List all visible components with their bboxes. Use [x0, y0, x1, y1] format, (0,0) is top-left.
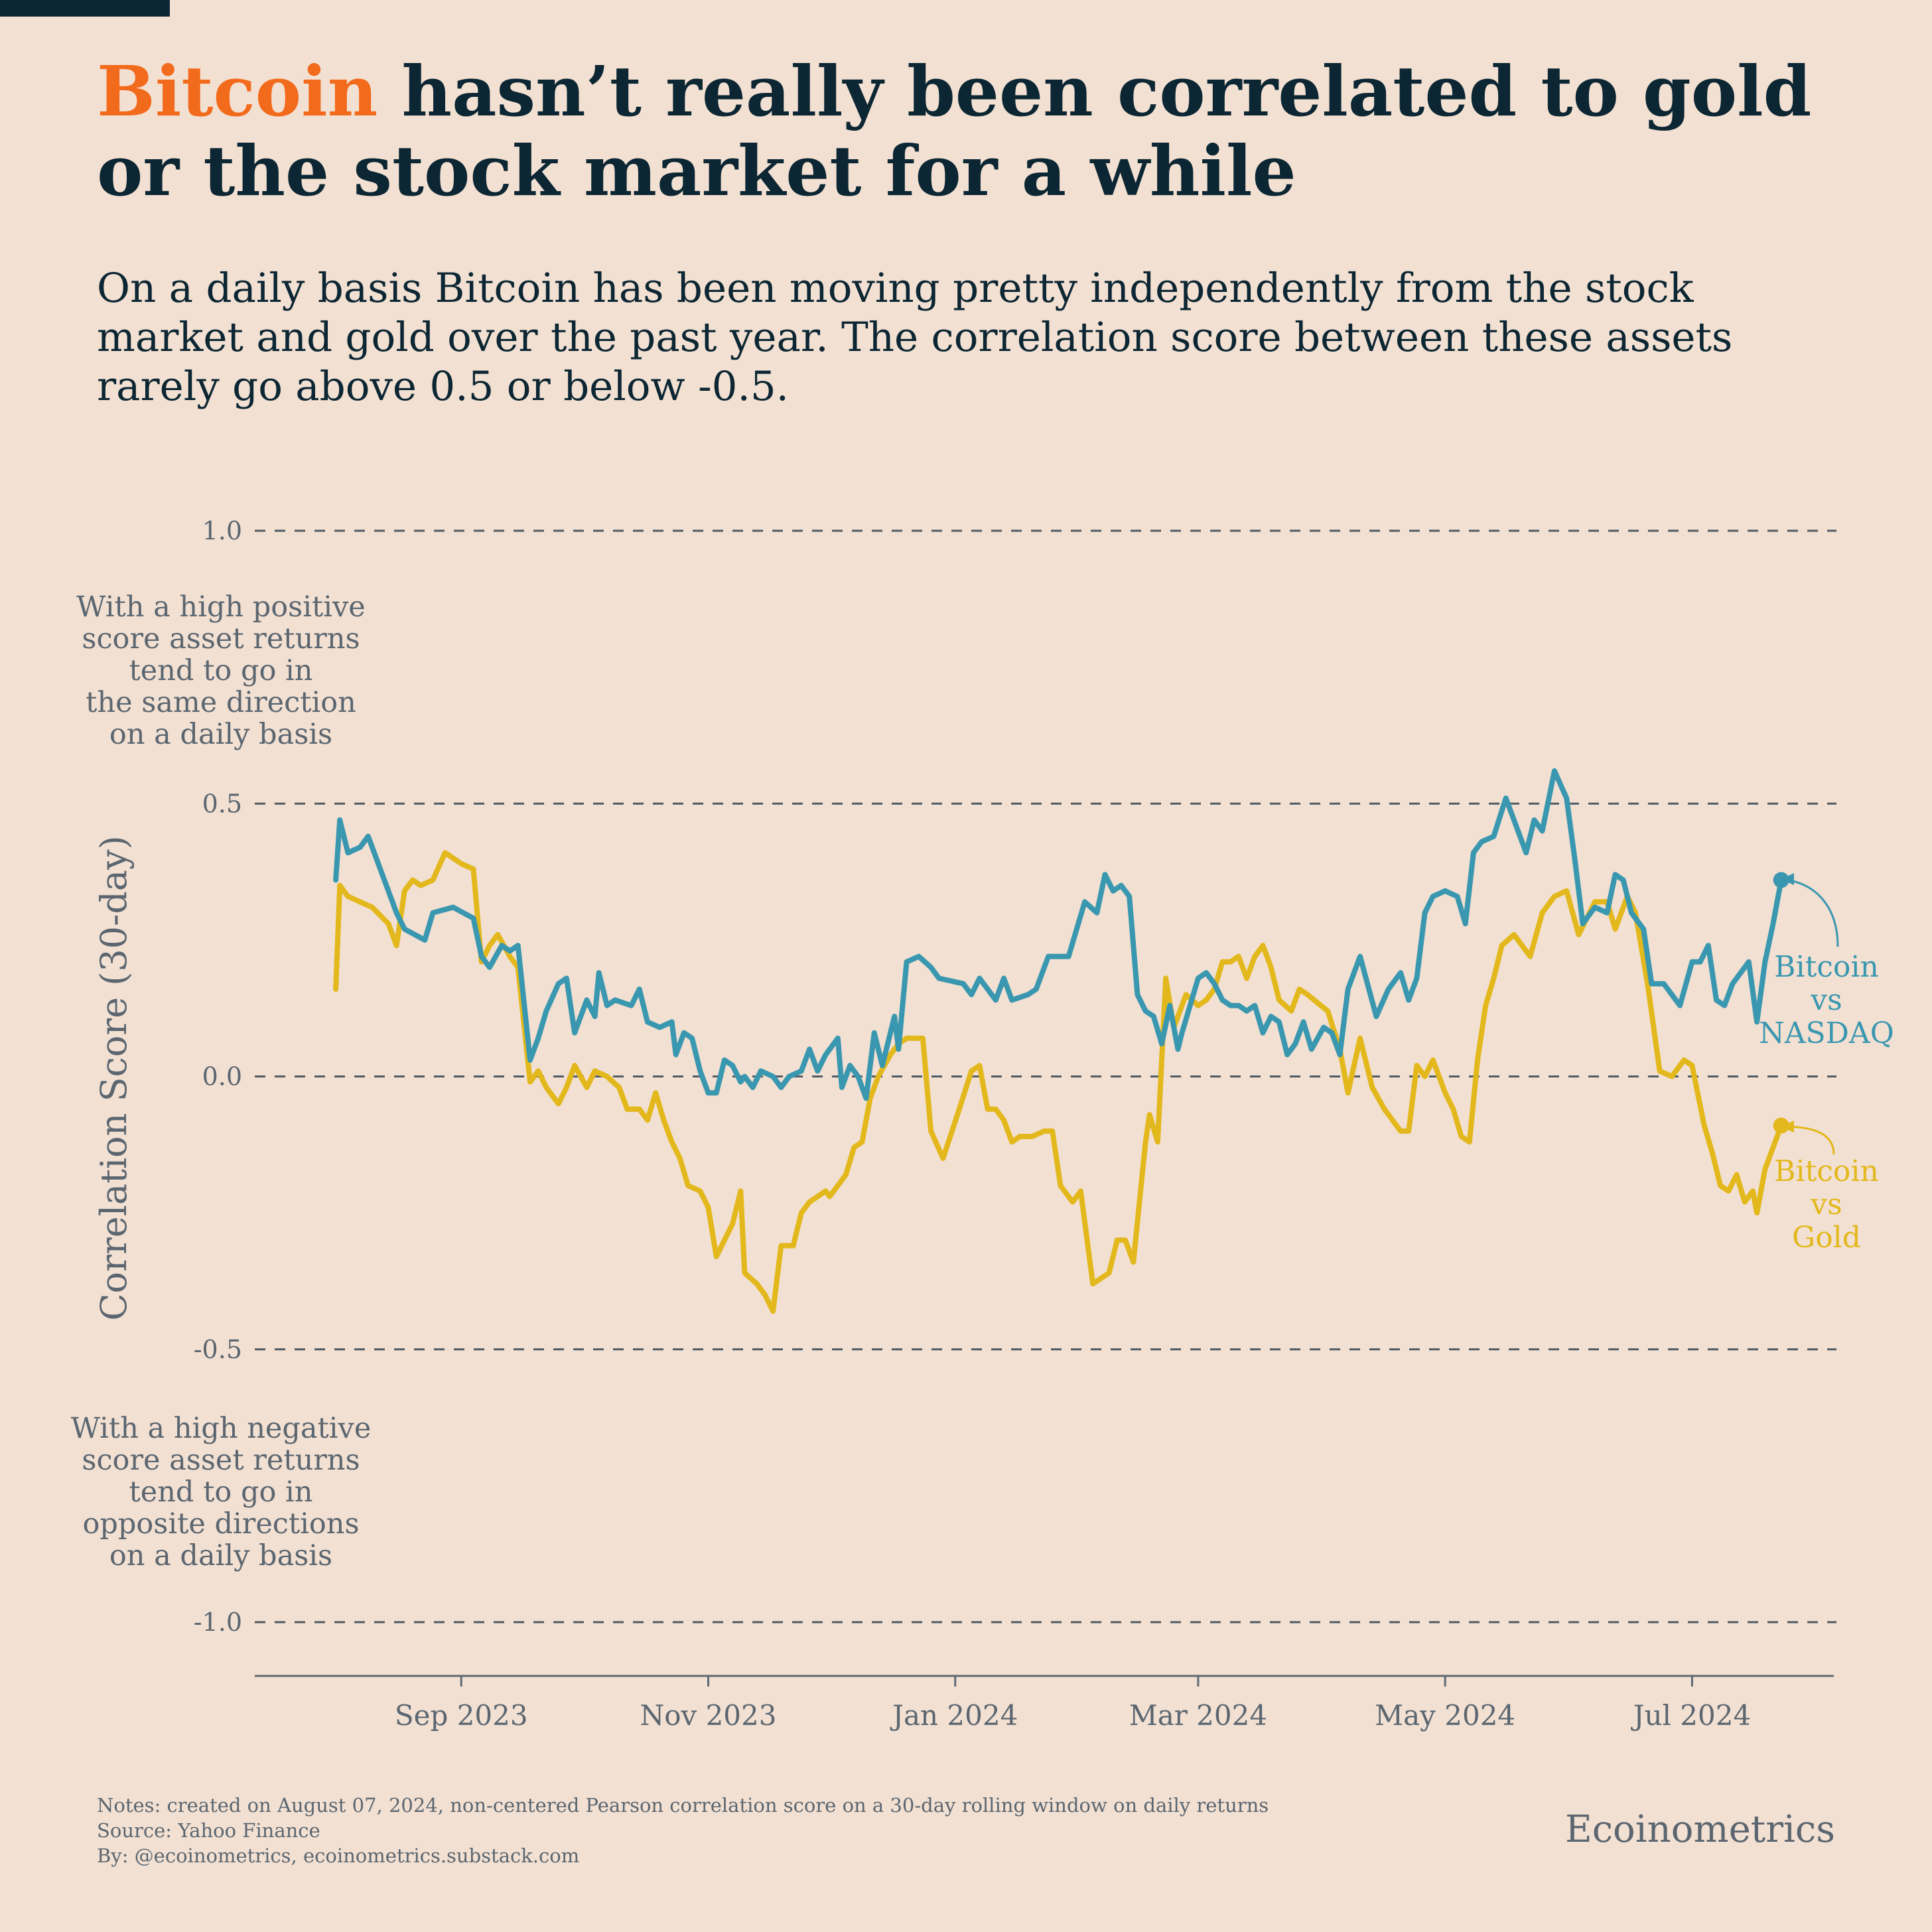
label-arrow: [1780, 1125, 1835, 1155]
annotation-line: the same direction: [86, 686, 356, 719]
annotation-line: tend to go in: [129, 1476, 313, 1509]
y-tick-labels: 1.0 0.5 0.0 -0.5 -1.0: [194, 516, 242, 1637]
series-label-line: Gold: [1792, 1221, 1861, 1255]
annotation-line: score asset returns: [82, 1444, 360, 1477]
chart-title: Bitcoin hasn’t really been correlated to…: [97, 52, 1875, 211]
byline: By: @ecoinometrics, ecoinometrics.substa…: [97, 1844, 580, 1867]
y-tick-label: -1.0: [194, 1608, 242, 1637]
x-tick-label: Mar 2024: [1129, 1699, 1267, 1732]
annotation-line: on a daily basis: [109, 1539, 332, 1572]
y-axis-label: Correlation Score (30-day): [93, 835, 135, 1320]
title-rest: hasn’t really been correlated to gold or…: [97, 50, 1812, 212]
label-arrow-head: [1781, 1121, 1794, 1133]
annotation-line: With a high negative: [71, 1412, 372, 1445]
y-tick-label: 1.0: [202, 516, 242, 545]
corner-accent-bar: [0, 0, 170, 17]
y-tick-label: -0.5: [194, 1335, 242, 1364]
series-label-line: Bitcoin: [1774, 1154, 1879, 1188]
title-accent: Bitcoin: [97, 50, 378, 132]
annotation-line: opposite directions: [82, 1507, 359, 1541]
x-tick-label: Sep 2023: [395, 1699, 528, 1732]
y-tick-label: 0.0: [202, 1062, 242, 1091]
footer-notes: Notes: created on August 07, 2024, non-c…: [97, 1793, 1269, 1868]
series-label-line: NASDAQ: [1759, 1016, 1894, 1050]
series-line-nasdaq: [333, 768, 1784, 1101]
label-arrow-head: [1781, 873, 1794, 885]
x-tick-label: May 2024: [1375, 1699, 1515, 1732]
series-line-gold: [333, 850, 1784, 1314]
x-tick-labels: Sep 2023 Nov 2023 Jan 2024 Mar 2024 May 2024…: [395, 1676, 1751, 1732]
label-arrow: [1780, 878, 1839, 947]
annotation-line: With a high positive: [76, 590, 365, 624]
x-tick-label: Jan 2024: [890, 1699, 1018, 1732]
series-label-line: vs: [1810, 983, 1842, 1017]
series-label-line: Bitcoin: [1774, 950, 1879, 984]
annotation-line: score asset returns: [82, 622, 360, 656]
x-tick-label: Jul 2024: [1631, 1699, 1752, 1732]
annotation-line: on a daily basis: [109, 718, 332, 751]
source-line: Source: Yahoo Finance: [97, 1819, 320, 1842]
y-tick-label: 0.5: [202, 789, 242, 818]
annotation-line: tend to go in: [129, 654, 313, 687]
chart-subtitle: On a daily basis Bitcoin has been moving…: [97, 265, 1733, 410]
notes-line: Notes: created on August 07, 2024, non-c…: [97, 1794, 1269, 1817]
series-lines: [333, 768, 1789, 1314]
grid-lines: [255, 529, 1836, 1623]
x-tick-label: Nov 2023: [640, 1699, 776, 1732]
series-label-line: vs: [1810, 1188, 1842, 1221]
brand-logo-text: Ecoinometrics: [1564, 1808, 1835, 1851]
